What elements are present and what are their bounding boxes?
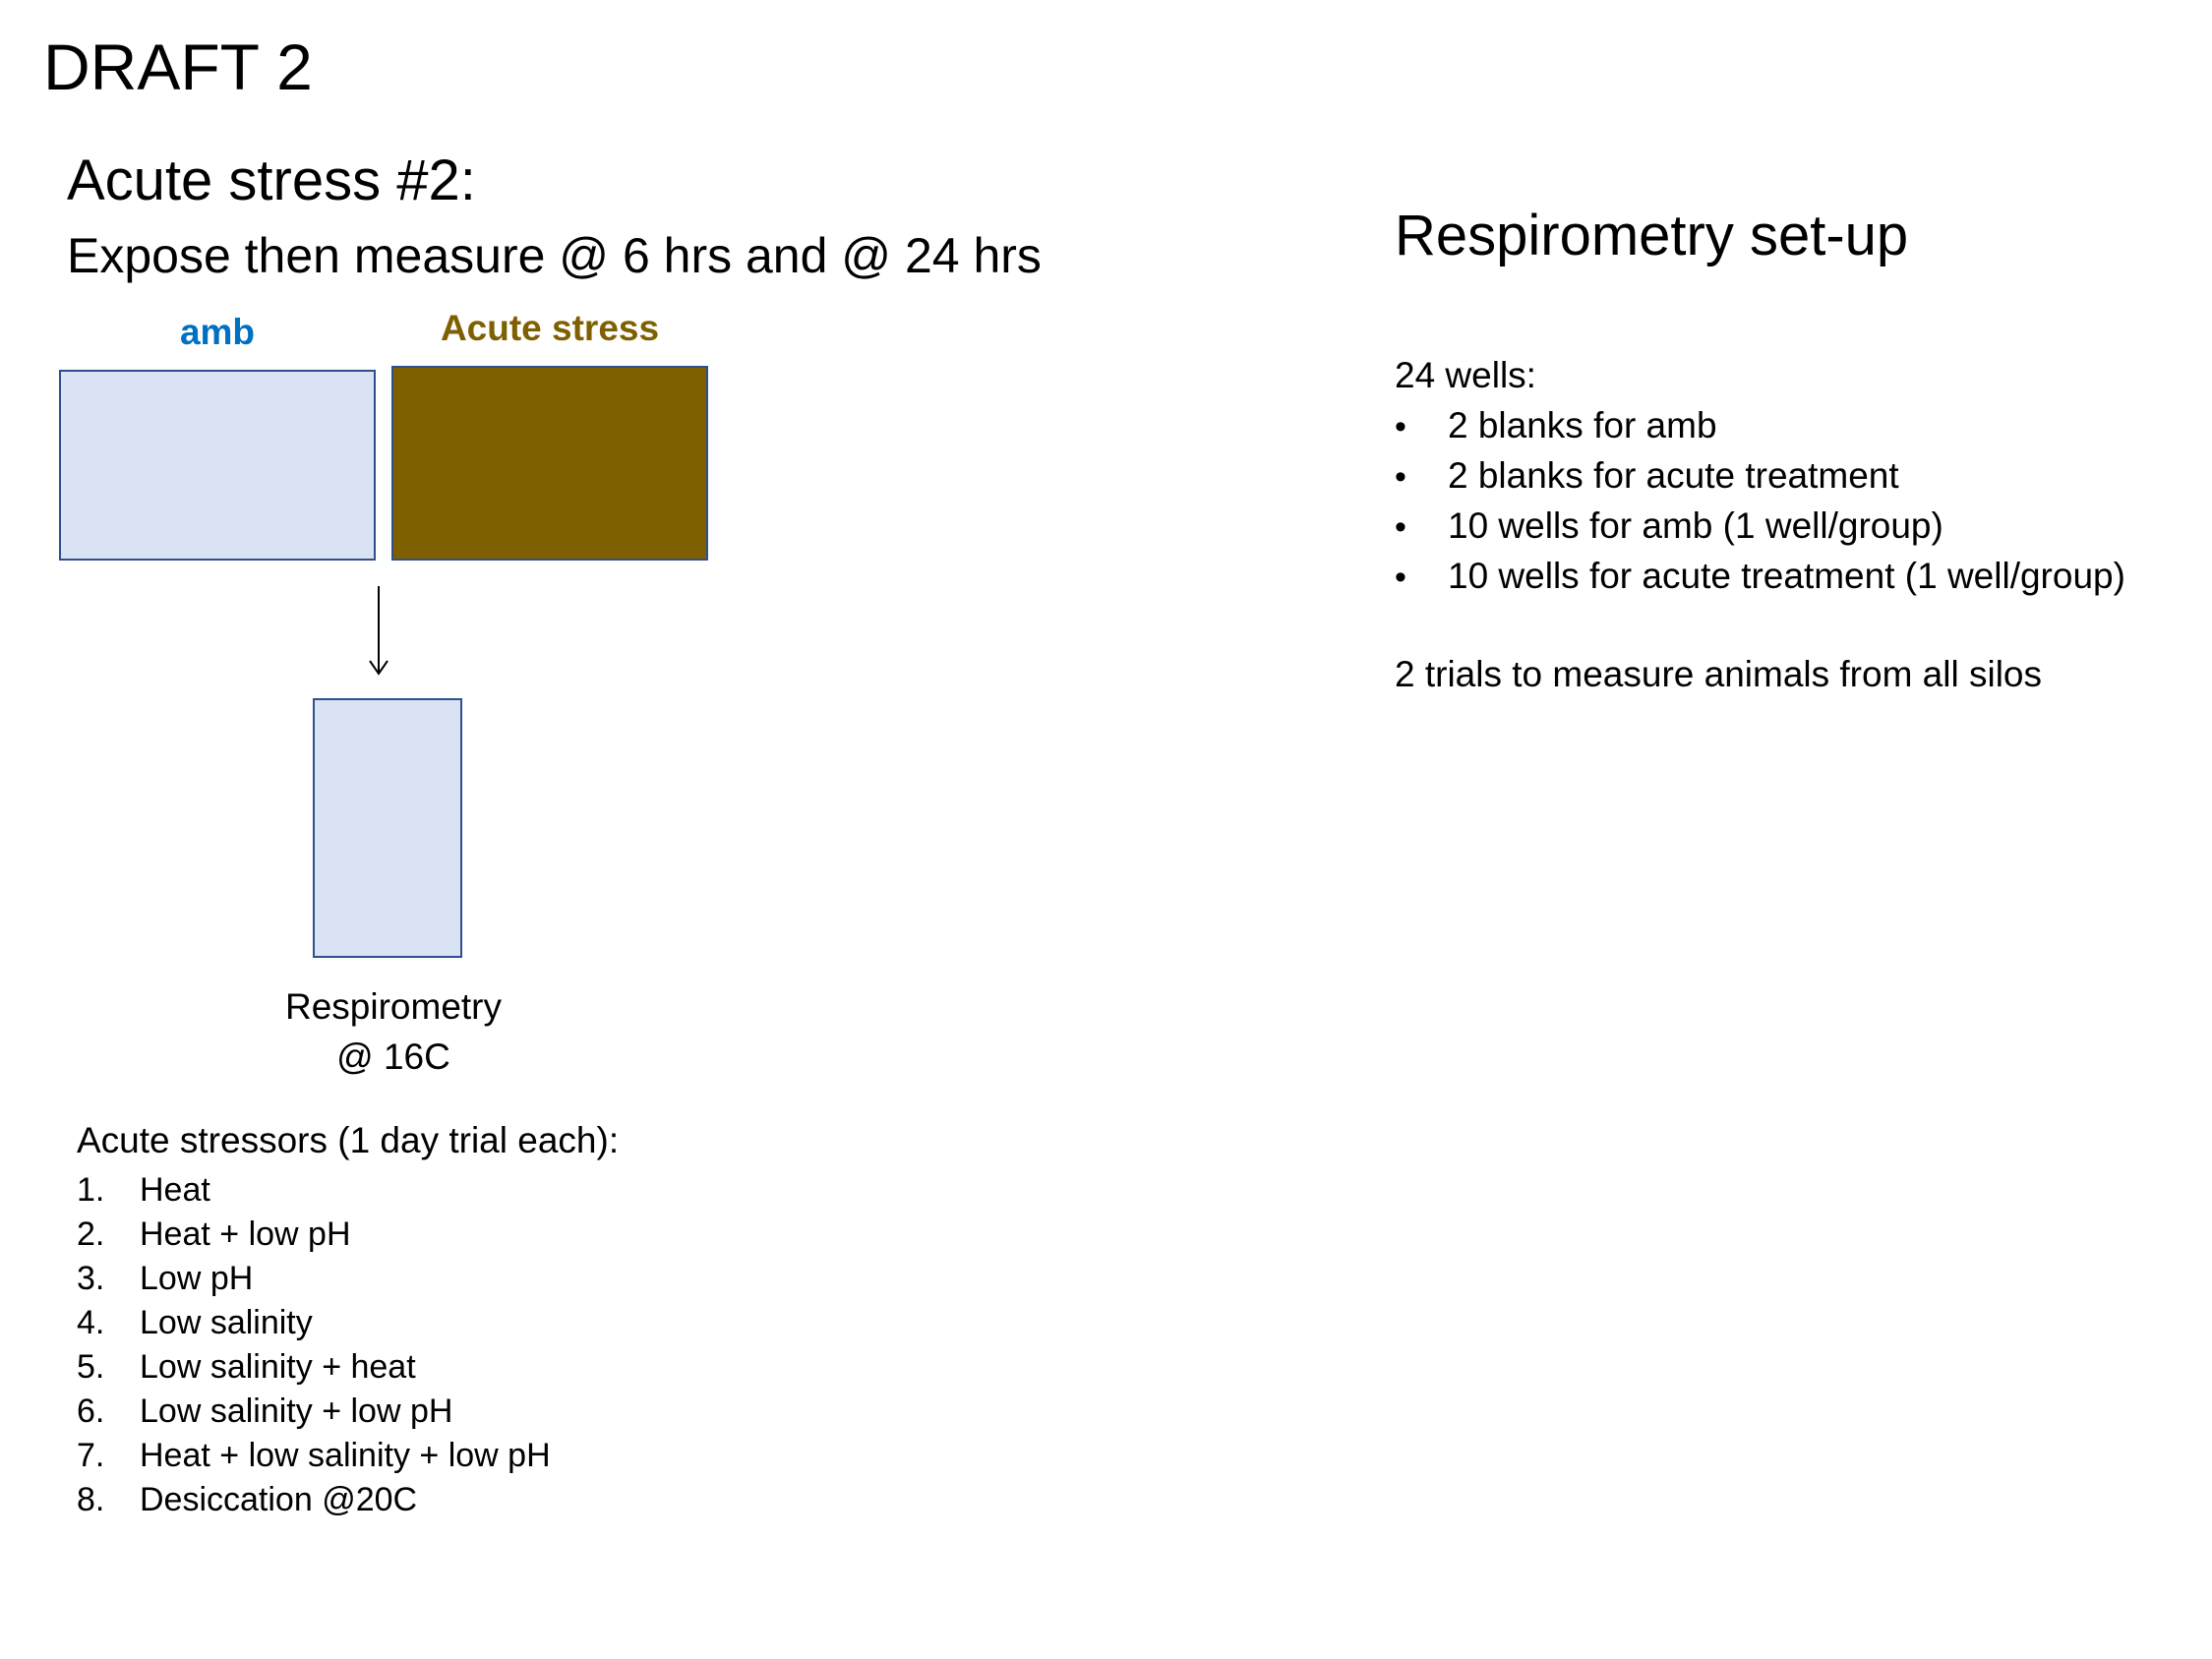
bullet-icon: • xyxy=(1395,458,1406,496)
wells-item-text: 2 blanks for acute treatment xyxy=(1448,455,1899,496)
respirometry-caption-line2: @ 16C xyxy=(336,1037,450,1077)
stressor-item: 7. Heat + low salinity + low pH xyxy=(77,1434,551,1478)
amb-label: amb xyxy=(179,312,256,352)
wells-item-text: 10 wells for acute treatment (1 well/gro… xyxy=(1448,556,2125,596)
stressor-number: 6. xyxy=(77,1392,105,1430)
stressor-number: 2. xyxy=(77,1215,105,1253)
draft-label: DRAFT 2 xyxy=(43,30,313,103)
stressor-number: 3. xyxy=(77,1260,105,1297)
bullet-icon: • xyxy=(1395,559,1406,596)
bullet-icon: • xyxy=(1395,508,1406,546)
stressor-item: 6. Low salinity + low pH xyxy=(77,1390,551,1434)
down-arrow-icon xyxy=(369,586,389,676)
stressor-text: Low salinity + heat xyxy=(140,1348,416,1386)
wells-heading: 24 wells: xyxy=(1395,355,1536,395)
wells-item: • 2 blanks for amb xyxy=(1395,400,2125,450)
slide-title: Acute stress #2: xyxy=(67,148,476,212)
bullet-icon: • xyxy=(1395,408,1406,445)
stressor-item: 5. Low salinity + heat xyxy=(77,1345,551,1390)
stressor-text: Heat + low pH xyxy=(140,1215,351,1253)
stressor-text: Heat xyxy=(140,1171,210,1209)
stressor-text: Heat + low salinity + low pH xyxy=(140,1437,551,1474)
respirometry-caption: Respirometry @ 16C xyxy=(256,981,531,1082)
stressor-text: Low salinity + low pH xyxy=(140,1392,453,1430)
stressor-item: 8. Desiccation @20C xyxy=(77,1478,551,1522)
wells-item: • 2 blanks for acute treatment xyxy=(1395,450,2125,501)
wells-item-text: 2 blanks for amb xyxy=(1448,405,1717,445)
wells-item: • 10 wells for amb (1 well/group) xyxy=(1395,501,2125,551)
stressors-heading: Acute stressors (1 day trial each): xyxy=(77,1120,620,1160)
wells-list: • 2 blanks for amb • 2 blanks for acute tre… xyxy=(1395,400,2125,601)
stressor-number: 4. xyxy=(77,1304,105,1341)
wells-item-text: 10 wells for amb (1 well/group) xyxy=(1448,505,1943,546)
stressor-number: 8. xyxy=(77,1481,105,1518)
acute-stress-label: Acute stress xyxy=(440,308,660,348)
stressor-item: 3. Low pH xyxy=(77,1257,551,1301)
stressor-number: 1. xyxy=(77,1171,105,1209)
slide-subtitle: Expose then measure @ 6 hrs and @ 24 hrs xyxy=(67,228,1042,283)
trials-note: 2 trials to measure animals from all sil… xyxy=(1395,654,2042,694)
stressor-number: 5. xyxy=(77,1348,105,1386)
wells-item: • 10 wells for acute treatment (1 well/gr… xyxy=(1395,551,2125,601)
respirometry-box xyxy=(313,698,462,958)
amb-box xyxy=(59,370,376,561)
stressor-number: 7. xyxy=(77,1437,105,1474)
setup-title: Respirometry set-up xyxy=(1395,204,1909,267)
respirometry-caption-line1: Respirometry xyxy=(285,986,502,1027)
stressor-text: Low pH xyxy=(140,1260,254,1297)
stressor-text: Low salinity xyxy=(140,1304,313,1341)
stressor-item: 4. Low salinity xyxy=(77,1301,551,1345)
stressor-item: 2. Heat + low pH xyxy=(77,1213,551,1257)
stressor-item: 1. Heat xyxy=(77,1168,551,1213)
stressor-text: Desiccation @20C xyxy=(140,1481,418,1518)
acute-stress-box xyxy=(391,366,708,561)
stressor-list: 1. Heat 2. Heat + low pH 3. Low pH 4. Low salin… xyxy=(77,1168,551,1522)
